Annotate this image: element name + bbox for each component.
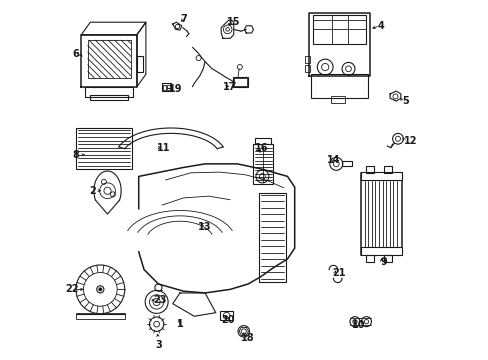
Text: 13: 13 (198, 222, 211, 231)
Bar (304, 65, 309, 72)
Circle shape (97, 286, 104, 293)
Bar (360, 173, 402, 255)
Bar (90, 95, 128, 100)
Text: 3: 3 (155, 339, 162, 350)
Text: 5: 5 (402, 96, 408, 106)
Bar (76, 128, 131, 169)
Bar (384, 166, 391, 173)
Text: 2: 2 (89, 186, 96, 196)
Text: 19: 19 (169, 84, 183, 94)
Bar (258, 193, 285, 282)
Bar (233, 77, 247, 87)
Text: 4: 4 (376, 21, 383, 31)
Bar (162, 83, 171, 91)
Text: 14: 14 (326, 155, 340, 165)
Text: 8: 8 (73, 150, 80, 160)
Text: 17: 17 (223, 82, 236, 92)
Bar (341, 161, 352, 166)
Text: 9: 9 (380, 257, 386, 267)
Bar (85, 87, 133, 97)
Text: 18: 18 (241, 333, 254, 343)
Text: 16: 16 (255, 143, 268, 153)
Bar (234, 78, 246, 86)
Text: 22: 22 (65, 284, 79, 294)
Bar (220, 311, 233, 320)
Bar (310, 74, 367, 98)
Bar (166, 85, 169, 90)
Bar (360, 172, 402, 180)
Bar (330, 96, 344, 103)
Bar (384, 255, 391, 262)
Text: 21: 21 (332, 268, 345, 278)
Text: 23: 23 (153, 295, 166, 305)
Text: 10: 10 (351, 320, 365, 330)
Text: 12: 12 (403, 136, 417, 145)
Text: 7: 7 (180, 14, 186, 24)
Bar (255, 138, 271, 144)
Bar (253, 144, 273, 184)
Bar (163, 85, 166, 90)
Text: 20: 20 (221, 315, 234, 325)
Bar (137, 56, 143, 72)
Bar (304, 56, 309, 63)
Bar (88, 40, 131, 78)
Bar (76, 313, 124, 319)
Bar (360, 247, 402, 255)
Bar (312, 15, 366, 44)
Bar (366, 166, 373, 173)
Text: 1: 1 (176, 319, 183, 329)
Circle shape (99, 288, 102, 291)
Text: 11: 11 (156, 143, 170, 153)
Bar (366, 255, 373, 262)
Text: 15: 15 (226, 17, 240, 27)
Text: 6: 6 (72, 49, 79, 59)
